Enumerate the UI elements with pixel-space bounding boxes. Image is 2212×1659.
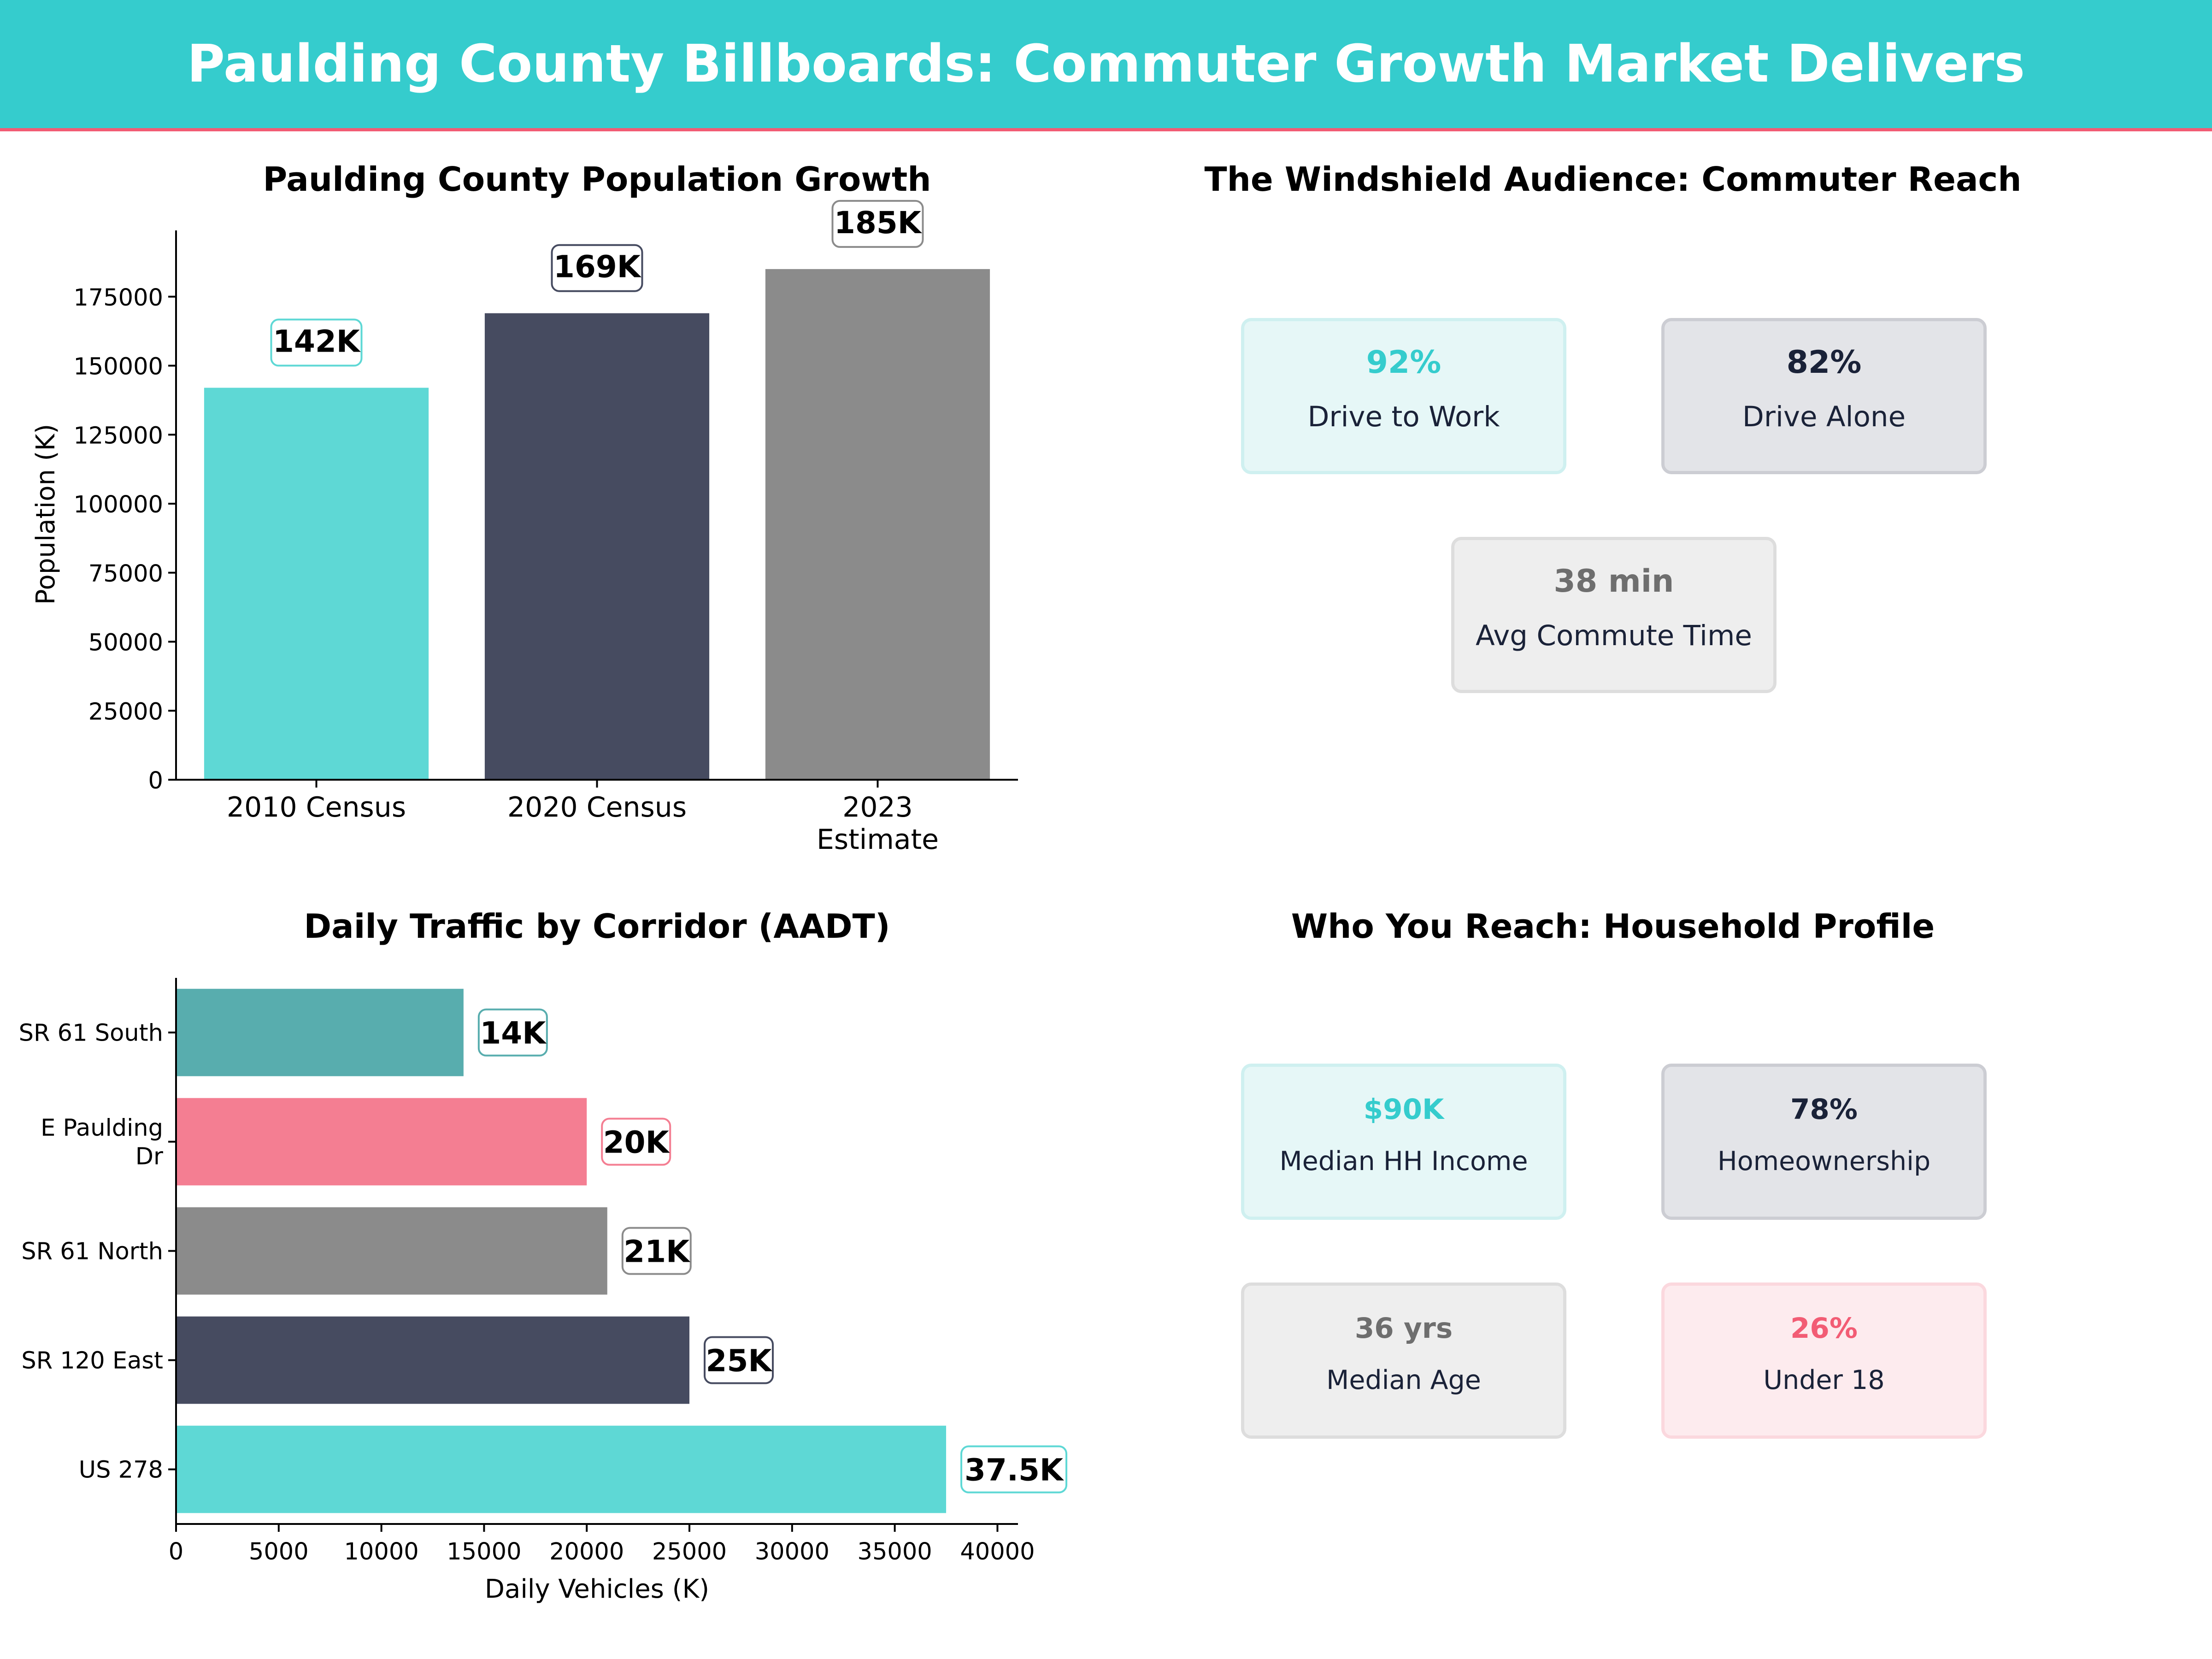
data-label: 169K	[553, 249, 642, 285]
data-label-box	[960, 1445, 1068, 1494]
data-label-box	[551, 244, 643, 292]
x-tick-label: 0	[169, 1538, 183, 1565]
x-tick-label: 40000	[960, 1538, 1035, 1565]
y-tick-label: 25000	[88, 698, 163, 725]
x-tick-label: Estimate	[817, 824, 939, 856]
kpi-value: 82%	[1786, 344, 1862, 381]
y-tick-label: 175000	[73, 284, 163, 312]
data-label: 142K	[273, 324, 361, 359]
x-tick-label: 35000	[858, 1538, 932, 1565]
household-panel-title: Who You Reach: Household Profile	[1291, 907, 1935, 946]
kpi-card-median-income: $90K Median HH Income	[1241, 1064, 1566, 1220]
traffic-bar	[176, 1207, 607, 1295]
x-tick-label: 30000	[755, 1538, 830, 1565]
kpi-value: 92%	[1366, 344, 1441, 381]
data-label: 25K	[706, 1343, 773, 1379]
kpi-card-drive-to-work: 92% Drive to Work	[1241, 318, 1566, 474]
x-tick-label: 2023	[842, 791, 913, 824]
traffic-bar	[176, 1098, 587, 1186]
traffic-chart-title: Daily Traffic by Corridor (AADT)	[304, 907, 890, 946]
data-label-box	[831, 200, 924, 248]
kpi-value: $90K	[1363, 1093, 1444, 1126]
x-tick-label: 20000	[549, 1538, 624, 1565]
y-tick-label: SR 120 East	[21, 1347, 163, 1375]
population-bar	[765, 269, 990, 780]
x-axis-label: Daily Vehicles (K)	[485, 1574, 709, 1604]
kpi-label: Homeownership	[1717, 1146, 1931, 1177]
kpi-card-drive-alone: 82% Drive Alone	[1661, 318, 1987, 474]
y-tick-label: 100000	[73, 491, 163, 518]
x-tick-label: 5000	[249, 1538, 309, 1565]
kpi-label: Avg Commute Time	[1476, 619, 1752, 652]
population-bar	[204, 388, 429, 780]
y-tick-label: 150000	[73, 353, 163, 381]
population-bar	[484, 313, 710, 780]
data-label-box	[270, 318, 363, 367]
data-label-box	[601, 1118, 671, 1166]
header-banner: Paulding County Billboards: Commuter Gro…	[0, 0, 2212, 131]
data-label: 37.5K	[965, 1453, 1065, 1488]
kpi-label: Drive Alone	[1742, 400, 1906, 433]
x-tick-label: 2010 Census	[227, 791, 406, 824]
y-tick-label: SR 61 South	[19, 1020, 163, 1047]
x-tick-label: 2020 Census	[507, 791, 687, 824]
kpi-value: 36 yrs	[1354, 1312, 1453, 1345]
kpi-label: Median Age	[1326, 1365, 1481, 1395]
y-tick-label: 125000	[73, 422, 163, 449]
y-tick-label: 0	[148, 767, 163, 794]
x-tick-label: 15000	[447, 1538, 521, 1565]
data-label-box	[704, 1336, 774, 1384]
data-label: 21K	[624, 1234, 691, 1270]
x-tick-label: 25000	[652, 1538, 727, 1565]
kpi-value: 78%	[1790, 1093, 1858, 1126]
y-tick-label: SR 61 North	[21, 1238, 163, 1265]
data-label: 20K	[603, 1125, 671, 1160]
y-tick-label: 50000	[88, 629, 163, 657]
data-label-box	[477, 1008, 548, 1057]
population-chart-title: Paulding County Population Growth	[263, 160, 931, 199]
y-tick-label: US 278	[79, 1457, 163, 1484]
page-title: Paulding County Billboards: Commuter Gro…	[187, 34, 2025, 94]
kpi-label: Median HH Income	[1279, 1146, 1528, 1177]
y-tick-label: 75000	[88, 560, 163, 588]
x-tick-label: 10000	[344, 1538, 418, 1565]
data-label-box	[621, 1227, 692, 1275]
kpi-card-avg-commute: 38 min Avg Commute Time	[1451, 537, 1777, 693]
data-label: 185K	[834, 205, 923, 241]
traffic-bar	[176, 1316, 690, 1404]
traffic-bar	[176, 988, 464, 1077]
y-axis-label: Population (K)	[31, 424, 61, 605]
y-tick-label: E Paulding	[41, 1115, 163, 1142]
commuter-panel-title: The Windshield Audience: Commuter Reach	[1204, 160, 2022, 199]
kpi-label: Drive to Work	[1307, 400, 1500, 433]
y-tick-label: Dr	[135, 1143, 163, 1171]
kpi-value: 26%	[1790, 1312, 1858, 1345]
kpi-label: Under 18	[1763, 1365, 1885, 1395]
kpi-card-homeownership: 78% Homeownership	[1661, 1064, 1987, 1220]
kpi-card-median-age: 36 yrs Median Age	[1241, 1282, 1566, 1439]
kpi-card-under-18: 26% Under 18	[1661, 1282, 1987, 1439]
data-label: 14K	[480, 1016, 547, 1051]
traffic-bar	[176, 1425, 947, 1513]
kpi-value: 38 min	[1553, 563, 1674, 600]
